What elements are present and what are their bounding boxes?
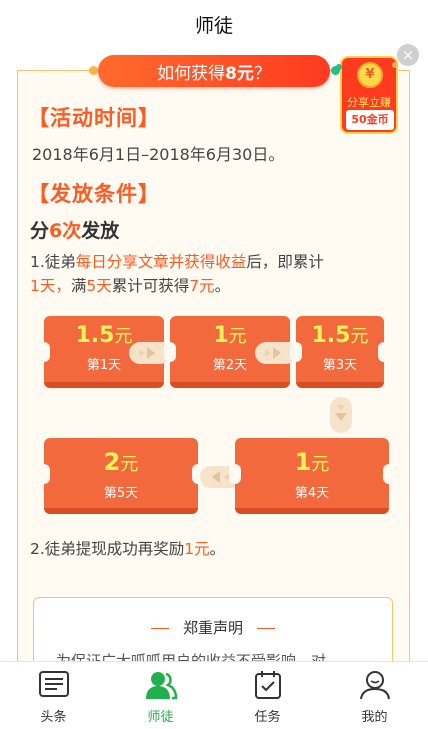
ticket-unit: 元 (228, 326, 247, 347)
rule1-highlight: 每日分享文章并获得收益 (75, 253, 247, 271)
ticket-day: 第5天 (103, 486, 139, 501)
ticket-amount-value: 1.5 (311, 323, 351, 348)
decor-dot-right (331, 66, 340, 75)
ticket-day: 第1天 (86, 358, 122, 373)
tab-profile[interactable]: 我的 (321, 662, 428, 729)
ticket-unit: 元 (120, 454, 139, 475)
rule1-text: 。 (214, 277, 231, 295)
sub-suffix: 发放 (81, 220, 120, 242)
task-icon (254, 671, 281, 699)
ticket-unit: 元 (114, 326, 133, 347)
rule2-text: 2.徒弟提现成功再奖励 (30, 540, 185, 558)
close-badge-button[interactable]: × (397, 44, 419, 66)
news-icon (38, 671, 69, 697)
reward-ticket-day2: 1元 第2天 (164, 316, 296, 388)
badge-line2: 50金币 (346, 110, 394, 130)
rule-2: 2.徒弟提现成功再奖励1元。 (30, 537, 225, 561)
conditions-title: 【发放条件】 (28, 182, 160, 206)
tab-mentor[interactable]: 师徒 (107, 662, 214, 729)
tab-label: 任务 (254, 710, 281, 725)
banner-amount: 8元 (225, 63, 254, 84)
banner-suffix: ？ (253, 63, 271, 84)
sub-count: 6次 (49, 220, 82, 242)
ticket-amount: 1元 (235, 448, 389, 479)
arrow-down-icon (330, 397, 352, 433)
ticket-amount: 1.5元 (296, 322, 384, 351)
ticket-amount-value: 2 (103, 448, 121, 476)
reward-ticket-day1: 1.5元 第1天 (38, 316, 170, 388)
conditions-subtitle: 分6次发放 (30, 216, 119, 243)
rule1-text: 后，即累计 (246, 253, 324, 271)
arrow-right-icon (255, 342, 297, 364)
ticket-unit: 元 (350, 326, 369, 347)
ticket-day: 第4天 (294, 486, 330, 501)
reward-ticket-day4: 1元 第4天 (229, 438, 395, 514)
tab-label: 我的 (361, 710, 388, 725)
badge-line1: 分享立赚 (347, 96, 391, 109)
ticket-amount: 1元 (170, 322, 290, 351)
coin-icon: ¥ (357, 62, 383, 88)
profile-icon (359, 671, 390, 700)
ticket-amount: 2元 (44, 448, 198, 479)
share-earn-badge[interactable]: ¥ 分享立赚 50金币 (340, 56, 398, 134)
spark-icon (336, 64, 342, 70)
activity-time-title: 【活动时间】 (28, 106, 160, 130)
ticket-amount-value: 1.5 (75, 323, 115, 348)
tab-bar: 头条 师徒 任务 我的 (0, 661, 428, 729)
arrow-right-icon (129, 342, 171, 364)
ticket-unit: 元 (311, 454, 330, 475)
ticket-amount-value: 1 (294, 448, 312, 476)
nav-bar: 师徒 (0, 0, 428, 48)
decor-dot-left (89, 66, 98, 75)
tab-label: 师徒 (147, 710, 174, 725)
rule1-highlight: 7元 (189, 277, 215, 295)
reward-ticket-day3: 1.5元 第3天 (290, 316, 390, 388)
declaration-title: 郑重声明 (34, 617, 392, 638)
sub-prefix: 分 (30, 220, 50, 242)
ticket-day: 第3天 (322, 358, 358, 373)
rule-1: 1.徒弟每日分享文章并获得收益后，即累计 1天，满5天累计可获得7元。 (30, 250, 390, 298)
ticket-amount-value: 1 (213, 323, 229, 348)
page-title: 师徒 (194, 14, 233, 37)
rule1-text: 累计可获得 (111, 277, 190, 295)
how-to-earn-banner[interactable]: 如何获得 8元？ (98, 55, 330, 87)
activity-dates: 2018年6月1日–2018年6月30日。 (32, 145, 285, 164)
rule1-highlight: 5天 (86, 277, 112, 295)
rule1-text: 满 (70, 277, 87, 295)
reward-ticket-day5: 2元 第5天 (38, 438, 204, 514)
ticket-amount: 1.5元 (44, 322, 164, 351)
spark-icon (392, 62, 398, 68)
tab-label: 头条 (40, 710, 67, 725)
rule2-highlight: 1元 (184, 540, 210, 558)
tab-tasks[interactable]: 任务 (214, 662, 321, 729)
banner-prefix: 如何获得 (157, 63, 226, 84)
rule1-text: 1.徒弟 (30, 253, 76, 271)
rule2-text: 。 (209, 540, 226, 558)
rule1-highlight: 1天， (30, 277, 71, 295)
tab-headlines[interactable]: 头条 (0, 662, 107, 729)
ticket-day: 第2天 (212, 358, 248, 373)
mentor-icon (145, 672, 177, 700)
